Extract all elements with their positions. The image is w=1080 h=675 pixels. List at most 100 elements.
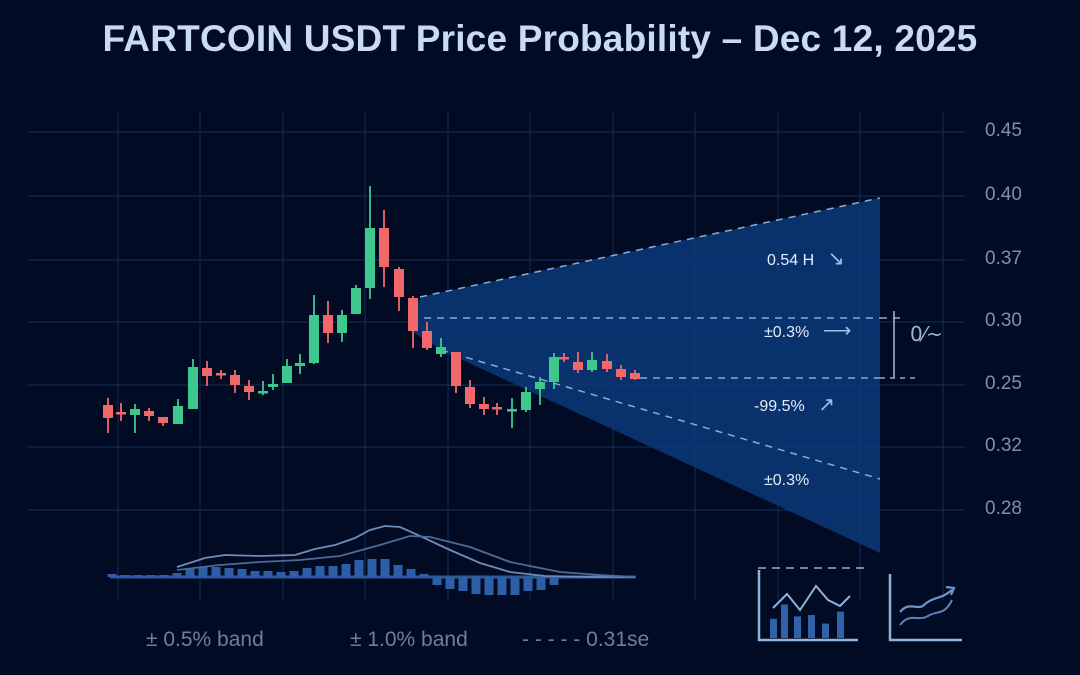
volume-bar	[224, 568, 234, 577]
projection-cone	[410, 197, 918, 553]
candle-down	[103, 405, 113, 418]
y-tick-label: 0.25	[985, 373, 1022, 394]
volume-bar	[471, 577, 481, 594]
volume-bar	[237, 569, 247, 577]
mini-trend-icon	[888, 574, 962, 642]
candle-down	[465, 387, 475, 404]
volume-bar	[263, 571, 273, 577]
volume-bar	[315, 566, 325, 577]
candle-up	[507, 409, 517, 412]
candle-down	[559, 357, 569, 360]
volume-bar	[419, 574, 429, 577]
volume-bar	[133, 575, 143, 577]
candle-up	[130, 409, 140, 415]
candle-down	[230, 375, 240, 385]
volume-bar	[185, 569, 195, 577]
candle-down	[630, 373, 640, 379]
cone-annotation: ±0.3% ⟶	[764, 320, 852, 342]
volume-bar	[302, 568, 312, 577]
cone-annotation: -99.5% ↗	[754, 394, 836, 416]
volume-bar	[510, 577, 520, 595]
candle-down	[116, 412, 126, 415]
y-tick-label: 0.37	[985, 248, 1022, 269]
candle-down	[573, 362, 583, 370]
candle-up	[535, 382, 545, 389]
arrow-icon: ⟶	[817, 320, 852, 342]
candle-up	[351, 288, 361, 314]
cone-annotation: ±0.3%	[764, 472, 810, 489]
candle-up	[521, 392, 531, 410]
volume-bar	[159, 575, 169, 577]
candle-up	[309, 315, 319, 363]
candle-down	[451, 352, 461, 386]
candle-down	[144, 411, 154, 416]
candle-up	[365, 228, 375, 288]
candle-up	[295, 363, 305, 366]
volume-bar	[328, 566, 338, 577]
candle-up	[549, 357, 559, 382]
volume-bar	[549, 577, 559, 585]
y-tick-label: 0.28	[985, 498, 1022, 519]
volume-bar	[367, 559, 377, 577]
volume-bar	[523, 577, 533, 591]
volume-bar	[497, 577, 507, 595]
y-tick-label: 0.30	[985, 310, 1022, 331]
density-curve	[176, 535, 636, 578]
legend-item: ± 1.0% band	[350, 628, 468, 651]
volume-bar	[107, 574, 117, 577]
volume-bar	[250, 571, 260, 577]
volume-bar	[393, 565, 403, 577]
candle-up	[268, 384, 278, 387]
volume-bar	[406, 569, 416, 577]
volume-bar	[354, 560, 364, 577]
volume-bars	[107, 559, 636, 595]
candle-up	[282, 366, 292, 383]
candle-down	[492, 407, 502, 410]
arrow-icon: ↘	[822, 248, 845, 270]
side-marker: 0⁄~	[910, 322, 943, 346]
volume-bar	[432, 577, 442, 585]
volume-bar	[536, 577, 546, 590]
volume-bar	[380, 559, 390, 577]
volume-bar	[198, 567, 208, 577]
candlesticks	[103, 186, 640, 433]
volume-bar	[289, 571, 299, 577]
volume-bar	[276, 572, 286, 577]
volume-bar	[445, 577, 455, 589]
candle-down	[379, 228, 389, 267]
y-tick-label: 0.32	[985, 435, 1022, 456]
legend-item: - - - - - 0.31se	[522, 628, 650, 651]
candle-down	[479, 404, 489, 409]
candle-down	[616, 369, 626, 377]
volume-bar	[458, 577, 468, 591]
candle-up	[258, 391, 268, 394]
mini-bar-chart-icon	[757, 570, 858, 642]
y-tick-label: 0.45	[985, 120, 1022, 141]
candle-up	[587, 360, 597, 370]
candle-down	[602, 361, 612, 369]
legend-item: ± 0.5% band	[146, 628, 264, 651]
volume-bar	[120, 575, 130, 577]
volume-bar	[211, 567, 221, 577]
cone-dashed-line	[419, 197, 881, 298]
volume-bar	[146, 575, 156, 577]
thumbnail-icons	[757, 567, 962, 642]
y-tick-label: 0.40	[985, 184, 1022, 205]
candle-up	[173, 406, 183, 424]
candle-up	[337, 315, 347, 333]
candle-down	[158, 417, 168, 423]
cone-dashed-line	[440, 349, 881, 480]
candle-down	[394, 269, 404, 297]
candle-up	[188, 367, 198, 409]
candle-down	[244, 386, 254, 392]
chart-title: FARTCOIN USDT Price Probability – Dec 12…	[102, 18, 978, 59]
candle-up	[436, 347, 446, 354]
candle-down	[202, 368, 212, 376]
volume-bar	[341, 564, 351, 577]
candle-down	[323, 315, 333, 333]
volume-bar	[172, 573, 182, 577]
arrow-icon: ↗	[812, 394, 836, 416]
candle-down	[216, 373, 226, 376]
density-curves	[176, 525, 636, 578]
